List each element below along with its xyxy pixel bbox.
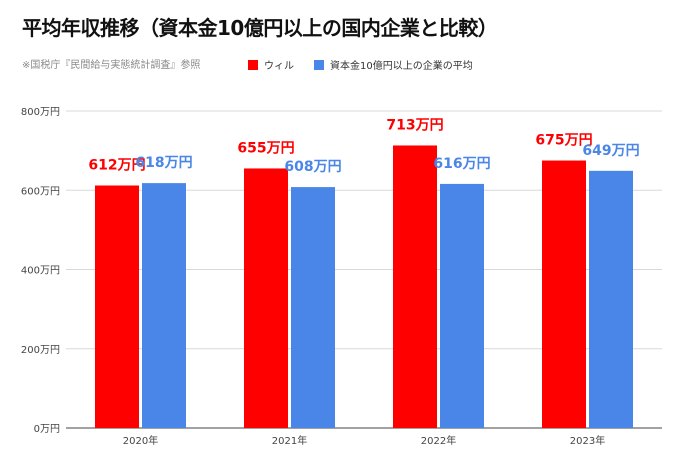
data-label-series-2: 618万円 (135, 155, 192, 171)
bar-series-1 (542, 160, 586, 428)
x-tick-label: 2022年 (421, 434, 456, 447)
y-tick-label: 800万円 (21, 107, 60, 118)
x-tick-label: 2023年 (570, 434, 605, 447)
legend-item-series-1: ウィル (248, 57, 294, 72)
data-label-series-2: 649万円 (582, 143, 639, 159)
chart-title: 平均年収推移（資本金10億円以上の国内企業と比較） (22, 16, 498, 40)
data-label-series-1: 612万円 (88, 157, 145, 173)
bar-series-1 (393, 145, 437, 428)
y-tick-label: 0万円 (34, 424, 60, 435)
legend-label-series-2: 資本金10億円以上の企業の平均 (330, 61, 473, 72)
bar-series-2 (440, 183, 484, 428)
bar-series-2 (142, 183, 186, 428)
legend-label-series-1: ウィル (264, 61, 294, 72)
data-label-series-1: 655万円 (237, 140, 294, 156)
legend-swatch-series-2 (314, 59, 324, 70)
legend-item-series-2: 資本金10億円以上の企業の平均 (314, 57, 473, 72)
bar-series-1 (95, 185, 139, 428)
bar-series-2 (291, 187, 335, 428)
legend-swatch-series-1 (248, 59, 258, 70)
x-tick-label: 2021年 (272, 434, 307, 447)
data-label-series-1: 675万円 (535, 133, 592, 149)
source-note: ※国税庁『民間給与実態統計調査』参照 (22, 60, 201, 71)
y-tick-label: 600万円 (21, 186, 60, 197)
bar-series-1 (244, 168, 288, 429)
x-tick-label: 2020年 (123, 434, 158, 447)
y-tick-label: 400万円 (21, 266, 60, 277)
y-tick-label: 200万円 (21, 345, 60, 356)
data-label-series-2: 616万円 (433, 156, 490, 172)
legend: ウィル 資本金10億円以上の企業の平均 (248, 57, 487, 72)
bar-series-2 (589, 170, 633, 429)
data-label-series-2: 608万円 (284, 159, 341, 175)
data-label-series-1: 713万円 (386, 117, 443, 133)
